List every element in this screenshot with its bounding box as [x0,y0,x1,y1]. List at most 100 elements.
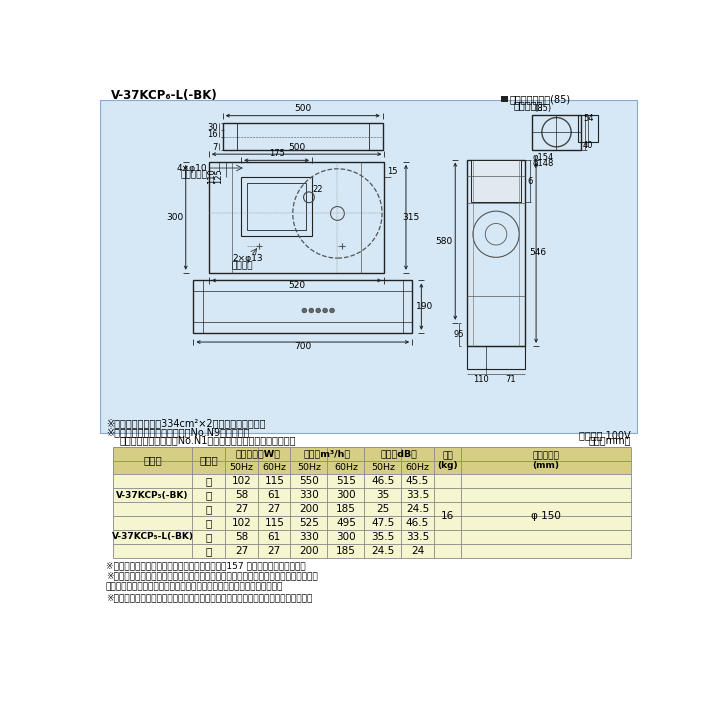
Text: 騒音（dB）: 騒音（dB） [381,449,418,458]
Text: 58: 58 [235,532,248,542]
Text: 6: 6 [528,176,533,186]
Text: 190: 190 [416,302,433,311]
Text: φ148: φ148 [532,159,554,168]
Bar [113,544,631,557]
Bar [222,123,383,150]
Text: 強: 強 [205,477,212,487]
Text: 300: 300 [336,532,356,542]
Bar [467,160,526,346]
Bar [113,488,631,503]
Text: はコードを途中から切断して電動給気シャッターに接続してください。: はコードを途中から切断して電動給気シャッターに接続してください。 [106,582,283,591]
Circle shape [330,308,334,312]
Bar [113,530,631,544]
Text: 35.5: 35.5 [372,532,395,542]
Text: 中: 中 [205,490,212,500]
Text: ノッチ: ノッチ [199,456,218,466]
Text: 515: 515 [336,477,356,487]
Text: 24.5: 24.5 [406,504,429,514]
Text: 27: 27 [235,504,248,514]
Text: 60Hz: 60Hz [262,463,287,472]
Text: 115: 115 [264,518,284,528]
Text: ※電動給気シャッターとの結線方法については、157 ページをご覧ください。: ※電動給気シャッターとの結線方法については、157 ページをご覧ください。 [106,561,305,570]
Text: 40: 40 [583,141,593,150]
Text: 550: 550 [299,477,319,487]
Text: ※色調は（ホワイト）マンセルNo.N9（近似色）: ※色調は（ホワイト）マンセルNo.N9（近似色） [106,427,249,437]
Text: 185: 185 [336,504,356,514]
Text: 風量（m³/h）: 風量（m³/h） [304,449,351,458]
Text: 60Hz: 60Hz [405,463,430,472]
Text: 46.5: 46.5 [372,477,395,487]
Text: 110: 110 [474,375,490,384]
Bar [194,280,412,333]
Text: φ 150: φ 150 [531,511,561,521]
Bar [113,516,631,530]
Text: ダクト接続口　(85): ダクト接続口 (85) [509,94,570,104]
Text: 125: 125 [214,168,222,184]
Text: 300: 300 [166,213,184,222]
Text: 33.5: 33.5 [406,532,429,542]
Circle shape [302,308,307,312]
Text: 質量
(kg): 質量 (kg) [437,451,458,470]
Text: 7: 7 [212,143,218,152]
Text: 525: 525 [299,518,319,528]
Text: 16: 16 [207,130,218,140]
Bar [113,446,631,474]
Text: 24: 24 [411,546,424,556]
Text: 電源電圧 100V: 電源電圧 100V [579,430,631,440]
Text: V-37KCP₅-L(-BK): V-37KCP₅-L(-BK) [112,532,194,541]
Text: 27: 27 [268,504,281,514]
Text: 50Hz: 50Hz [297,463,321,472]
Text: (85): (85) [534,104,551,113]
Text: 27: 27 [235,546,248,556]
Bar [209,162,384,273]
Text: V-37KCP₆-L(-BK): V-37KCP₆-L(-BK) [111,89,218,102]
Text: 27: 27 [268,546,281,556]
Text: ※レンジフードファンの設置にあたっては火災予防条例をはじめ法規制があります。: ※レンジフードファンの設置にあたっては火災予防条例をはじめ法規制があります。 [106,593,312,602]
Bar [501,96,508,102]
Text: 25: 25 [377,504,390,514]
Text: 54: 54 [583,114,593,123]
Text: 315: 315 [402,213,419,222]
Text: 接続パイプ
(mm): 接続パイプ (mm) [533,451,559,470]
Text: 16: 16 [441,511,454,521]
Text: 200: 200 [299,546,319,556]
Circle shape [309,308,314,312]
Text: 60Hz: 60Hz [334,463,358,472]
Text: 700: 700 [294,341,312,351]
Text: 弱: 弱 [205,504,212,514]
Bar [248,184,306,230]
Text: 185: 185 [336,546,356,556]
Text: 47.5: 47.5 [372,518,395,528]
Text: 500: 500 [294,104,312,113]
Text: 46.5: 46.5 [406,518,429,528]
Text: 61: 61 [268,532,281,542]
Text: 2×φ13: 2×φ13 [232,254,263,264]
Bar [578,115,598,142]
Text: 22: 22 [312,185,323,194]
Text: ※グリル開口面積は334cm²×2枚（フィルター部）: ※グリル開口面積は334cm²×2枚（フィルター部） [106,418,265,428]
Text: 50Hz: 50Hz [230,463,253,472]
Bar [99,100,637,433]
Text: 強: 強 [205,518,212,528]
Text: φ154: φ154 [532,153,554,163]
Text: 中: 中 [205,532,212,542]
Text: 58: 58 [235,490,248,500]
Text: 35: 35 [377,490,390,500]
Text: 102: 102 [232,477,251,487]
Text: 495: 495 [336,518,356,528]
Text: 棚直付用穴: 棚直付用穴 [181,171,207,179]
Text: 115: 115 [264,477,284,487]
Text: V-37KCP₅(-BK): V-37KCP₅(-BK) [117,491,189,500]
Text: 500: 500 [288,143,305,152]
Text: 消費電力（W）: 消費電力（W） [235,449,280,458]
Text: 71: 71 [505,375,516,384]
Text: 天吴用穴: 天吴用穴 [232,261,253,270]
Text: 形　名: 形 名 [143,456,162,466]
Text: （ブラック）マンセルNo.N1（近似色）（但し半ツヤ相当品）: （ブラック）マンセルNo.N1（近似色）（但し半ツヤ相当品） [120,435,296,445]
Bar [113,474,631,488]
Text: 30: 30 [207,124,218,132]
Text: 520: 520 [288,281,305,289]
Text: 330: 330 [299,490,319,500]
Text: 580: 580 [436,237,453,246]
Text: （付属品）: （付属品） [514,101,543,111]
